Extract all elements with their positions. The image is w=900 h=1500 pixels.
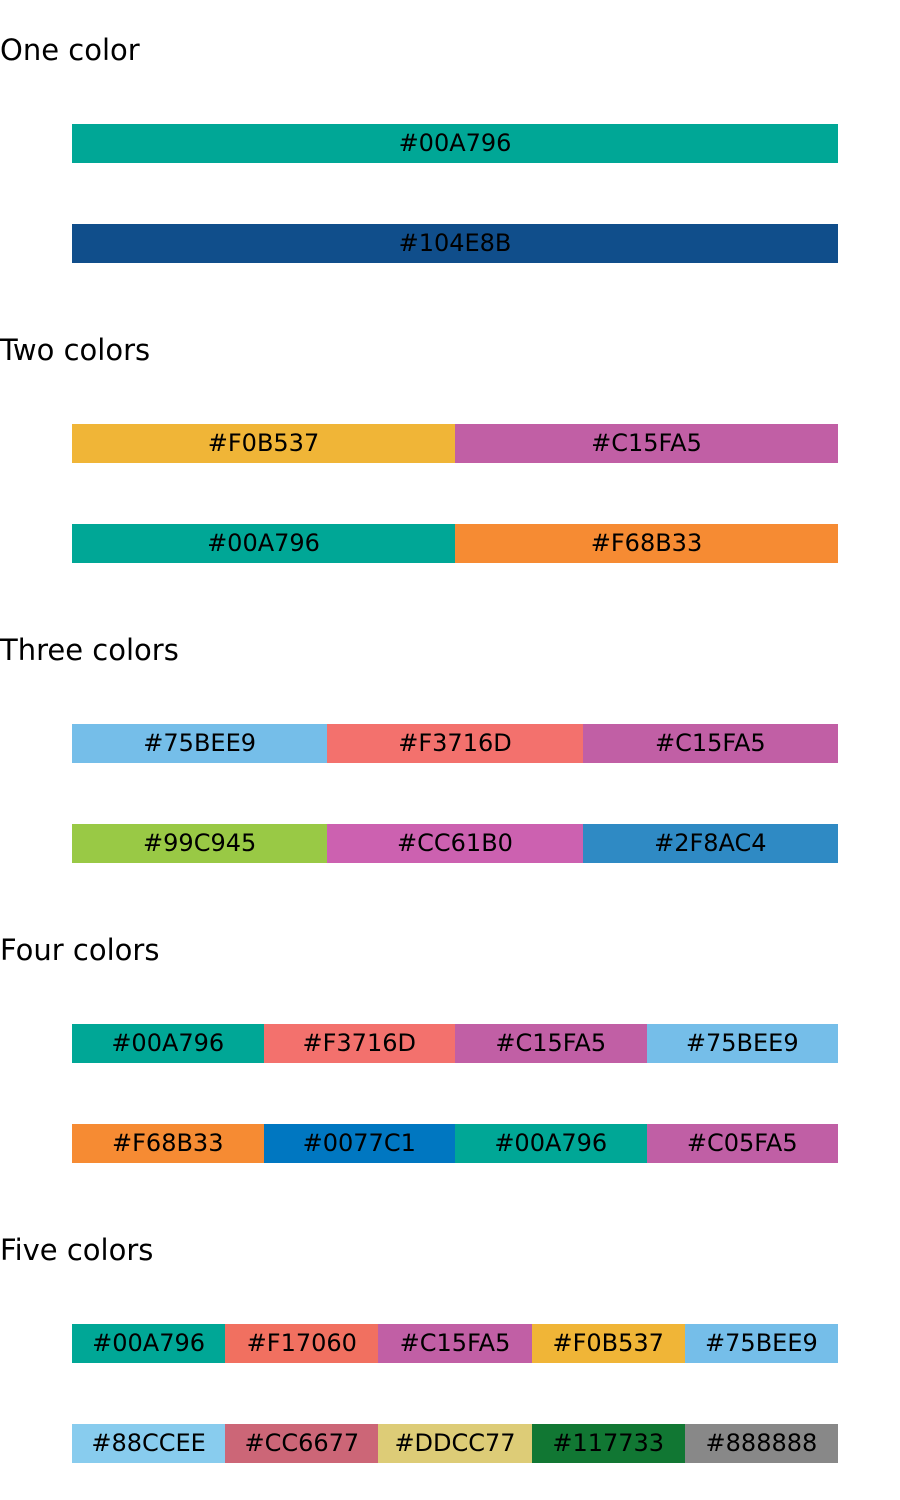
color-swatch: #CC6677 [225,1424,379,1463]
group-title: Five colors [0,1233,154,1267]
palette-bar: #104E8B [72,224,838,263]
color-swatch: #F0B537 [531,1324,685,1363]
color-swatch: #00A796 [455,1124,647,1163]
color-swatch: #F68B33 [72,1124,264,1163]
palette-group: Three colors #75BEE9 #F3716D #C15FA5 #99C945… [0,600,900,900]
color-swatch: #00A796 [72,124,838,163]
color-swatch: #F3716D [327,724,583,763]
color-swatch: #C15FA5 [455,1024,647,1063]
color-swatch: #00A796 [72,1024,264,1063]
group-title: Two colors [0,333,151,367]
group-title: Four colors [0,933,160,967]
color-swatch: #888888 [684,1424,839,1463]
color-swatch: #99C945 [72,824,328,863]
color-swatch: #C15FA5 [378,1324,532,1363]
palette-bar: #00A796 [72,124,838,163]
color-swatch: #CC61B0 [327,824,583,863]
palette-group: Two colors #F0B537 #C15FA5 #00A796 #F68B33 [0,300,900,600]
color-swatch: #88CCEE [72,1424,226,1463]
palette-bar: #00A796 #F3716D #C15FA5 #75BEE9 [72,1024,838,1063]
color-swatch: #F17060 [225,1324,379,1363]
color-swatch: #104E8B [72,224,838,263]
color-swatch: #00A796 [72,1324,226,1363]
palette-bar: #99C945 #CC61B0 #2F8AC4 [72,824,838,863]
color-swatch: #2F8AC4 [582,824,838,863]
palette-group: One color #00A796 #104E8B [0,0,900,300]
palette-group: Four colors #00A796 #F3716D #C15FA5 #75BEE9 #… [0,900,900,1200]
palette-bar: #75BEE9 #F3716D #C15FA5 [72,724,838,763]
color-swatch: #C05FA5 [646,1124,838,1163]
color-swatch: #F0B537 [72,424,455,463]
color-swatch: #0077C1 [263,1124,455,1163]
color-swatch: #00A796 [72,524,455,563]
color-swatch: #75BEE9 [684,1324,839,1363]
color-swatch: #C15FA5 [455,424,838,463]
color-swatch: #75BEE9 [646,1024,838,1063]
color-swatch: #117733 [531,1424,685,1463]
palette-bar: #88CCEE #CC6677 #DDCC77 #117733 #888888 [72,1424,839,1463]
palette-bar: #F68B33 #0077C1 #00A796 #C05FA5 [72,1124,838,1163]
color-swatch: #DDCC77 [378,1424,532,1463]
color-swatch: #F3716D [263,1024,455,1063]
group-title: One color [0,33,140,67]
color-swatch: #75BEE9 [72,724,328,763]
color-swatch: #F68B33 [455,524,838,563]
palette-bar: #00A796 #F17060 #C15FA5 #F0B537 #75BEE9 [72,1324,839,1363]
palette-group: Five colors #00A796 #F17060 #C15FA5 #F0B537 #… [0,1200,900,1500]
palette-bar: #00A796 #F68B33 [72,524,838,563]
group-title: Three colors [0,633,179,667]
palette-bar: #F0B537 #C15FA5 [72,424,838,463]
color-swatch: #C15FA5 [582,724,838,763]
